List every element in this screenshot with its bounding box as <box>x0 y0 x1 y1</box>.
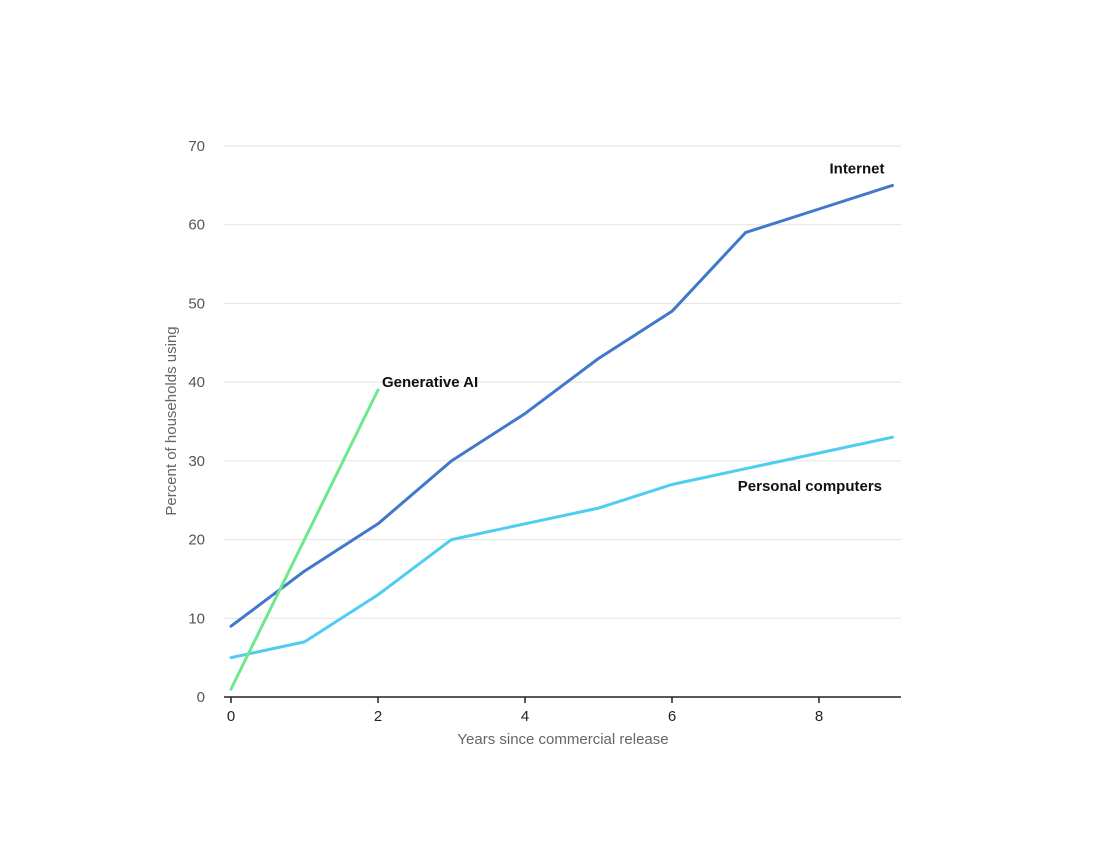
x-tick-label: 0 <box>227 708 235 725</box>
y-axis-title: Percent of households using <box>163 326 180 515</box>
series-line-generative-ai <box>229 388 380 691</box>
x-tick-label: 2 <box>374 708 382 725</box>
series-label-personal-computers: Personal computers <box>738 478 882 495</box>
x-axis-title: Years since commercial release <box>457 731 668 748</box>
y-tick-label: 30 <box>188 453 205 470</box>
series-line-personal-computers <box>229 435 894 660</box>
y-tick-label: 40 <box>188 374 205 391</box>
series-labels: Internet Personal computers Generative AI <box>382 160 885 495</box>
y-tick-label: 0 <box>197 689 205 706</box>
y-tick-label: 60 <box>188 217 205 234</box>
x-tick-label: 8 <box>815 708 823 725</box>
grid-lines <box>224 145 901 619</box>
series-line-internet <box>229 183 894 628</box>
series-lines <box>229 183 894 691</box>
series-label-internet: Internet <box>829 160 884 177</box>
series-label-generative-ai: Generative AI <box>382 374 478 391</box>
axes: 0 10 20 30 40 50 60 70 0 2 4 6 8 <box>188 138 901 725</box>
x-tick-label: 4 <box>521 708 529 725</box>
y-tick-label: 10 <box>188 610 205 627</box>
y-tick-label: 20 <box>188 532 205 549</box>
y-tick-label: 70 <box>188 138 205 155</box>
x-tick-label: 6 <box>668 708 676 725</box>
y-tick-label: 50 <box>188 295 205 312</box>
